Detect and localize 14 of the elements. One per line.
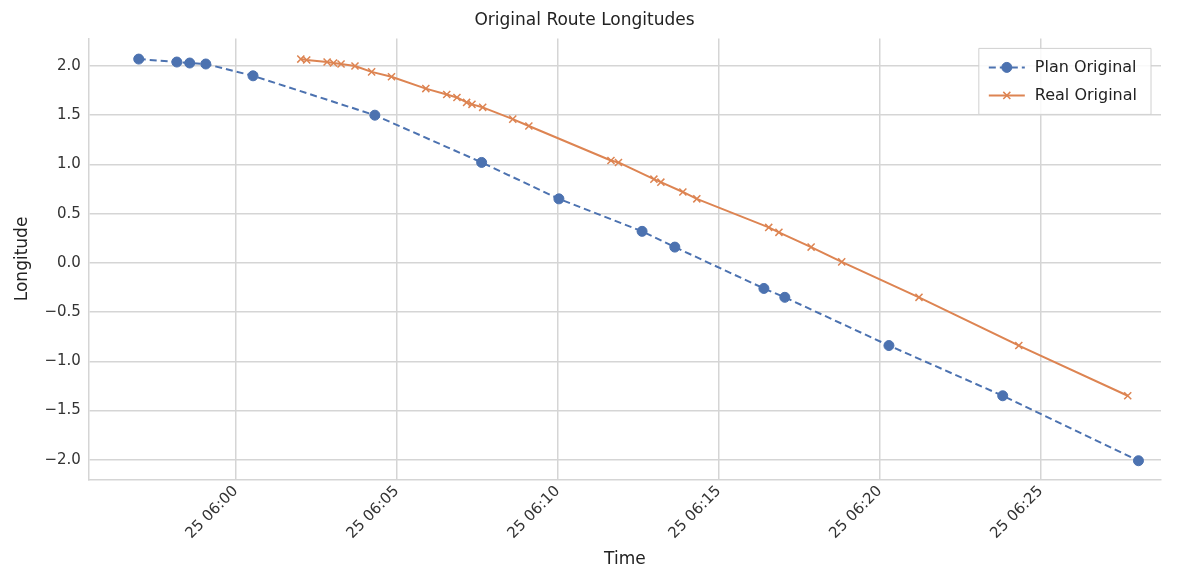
y-tick-label: −2.0 bbox=[44, 449, 81, 468]
y-tick-label: −1.0 bbox=[44, 351, 81, 370]
y-tick-label: 0.0 bbox=[56, 252, 81, 271]
y-axis-title: Longitude bbox=[10, 216, 31, 302]
y-tick-label: 0.5 bbox=[56, 203, 81, 222]
y-tick-label: 2.0 bbox=[56, 55, 81, 74]
y-tick-label: −0.5 bbox=[44, 301, 81, 320]
x-axis-title: Time bbox=[603, 548, 646, 569]
y-tick-label: −1.5 bbox=[44, 400, 81, 419]
legend-label: Plan Original bbox=[1034, 56, 1137, 76]
chart-title: Original Route Longitudes bbox=[474, 8, 695, 29]
legend-label: Real Original bbox=[1034, 84, 1137, 104]
y-tick-label: 1.0 bbox=[56, 154, 81, 173]
y-tick-label: 1.5 bbox=[56, 105, 81, 124]
